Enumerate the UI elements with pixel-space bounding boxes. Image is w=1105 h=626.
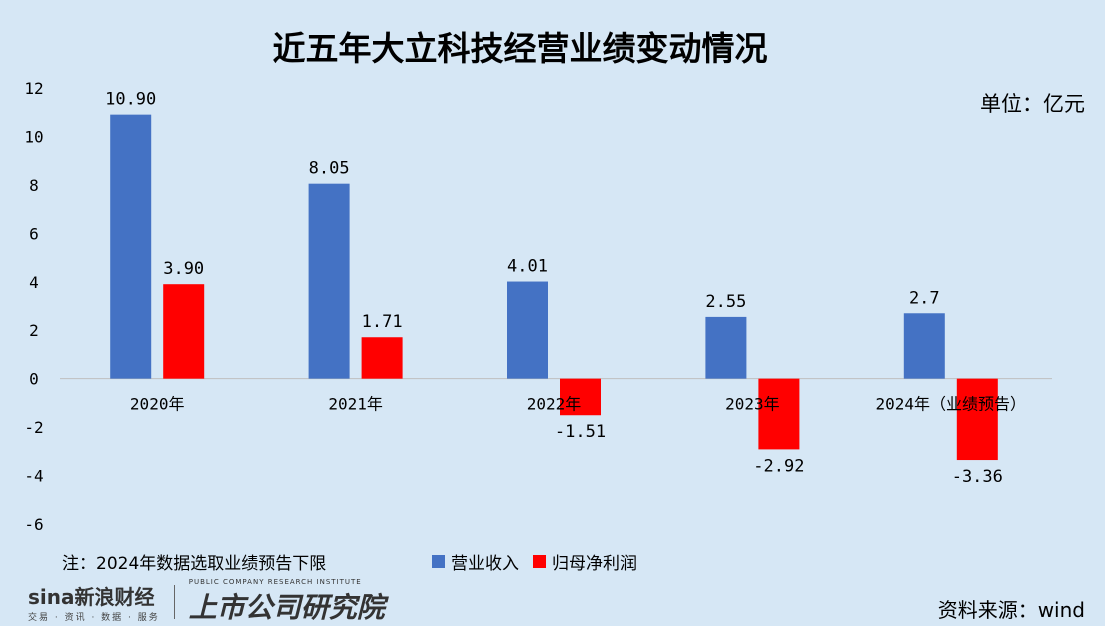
y-tick-label: -4: [24, 467, 43, 486]
y-tick-label: 2: [29, 321, 39, 340]
chart-title: 近五年大立科技经营业绩变动情况: [272, 29, 768, 68]
legend: 营业收入 归母净利润: [432, 549, 643, 574]
legend-swatch-revenue: [432, 555, 445, 568]
bar-revenue: [507, 281, 548, 379]
bar-revenue: [308, 183, 350, 379]
data-label-profit: -3.36: [952, 467, 1003, 487]
legend-label-revenue: 营业收入: [451, 554, 519, 574]
source-label: 资料来源：wind: [937, 598, 1085, 622]
data-label-revenue: 8.05: [309, 159, 350, 179]
sina-logo: sina新浪财经 交易 · 资讯 · 数据 · 服务: [28, 581, 160, 623]
y-tick-label: 4: [29, 273, 39, 292]
bar-revenue: [110, 114, 152, 379]
bar-revenue: [903, 313, 945, 379]
data-label-profit: 1.71: [362, 312, 403, 332]
legend-item-profit: 归母净利润: [533, 549, 637, 574]
x-tick-label: 2023年: [725, 395, 780, 414]
legend-swatch-profit: [533, 555, 546, 568]
publisher-logo: sina新浪财经 交易 · 资讯 · 数据 · 服务 PUBLIC COMPAN…: [28, 578, 385, 626]
data-label-revenue: 2.55: [705, 292, 746, 312]
y-tick-label: 6: [29, 224, 39, 243]
y-tick-label: 10: [24, 127, 43, 146]
x-tick-label: 2021年: [328, 395, 383, 414]
bar-profit: [956, 378, 998, 461]
x-tick-label: 2022年: [527, 395, 582, 414]
y-tick-label: -6: [24, 515, 43, 534]
data-label-profit: 3.90: [163, 259, 204, 279]
sina-sub: 交易 · 资讯 · 数据 · 服务: [28, 613, 160, 623]
x-tick-label: 2020年: [130, 395, 185, 414]
y-tick-label: 0: [29, 370, 39, 389]
data-label-profit: -2.92: [753, 456, 804, 476]
y-tick-label: 8: [29, 176, 39, 195]
institute-logo: PUBLIC COMPANY RESEARCH INSTITUTE 上市公司研究…: [189, 578, 385, 626]
footnote: 注：2024年数据选取业绩预告下限: [62, 554, 327, 574]
data-label-profit: -1.51: [555, 422, 606, 442]
data-label-revenue: 2.7: [909, 288, 940, 308]
data-label-revenue: 4.01: [507, 257, 548, 277]
unit-label: 单位：亿元: [980, 92, 1085, 116]
bar-profit: [361, 337, 403, 379]
bar-profit: [560, 378, 601, 416]
y-tick-label: -2: [24, 418, 43, 437]
institute-name: 上市公司研究院: [188, 591, 385, 624]
data-label-revenue: 10.90: [105, 90, 156, 110]
logo-divider: [173, 585, 175, 619]
bar-profit: [758, 378, 800, 450]
sina-brand: sina新浪财经: [28, 585, 155, 609]
legend-label-profit: 归母净利润: [552, 554, 637, 574]
x-tick-label: 2024年（业绩预告）: [876, 395, 1027, 414]
bar-revenue: [705, 316, 747, 379]
legend-item-revenue: 营业收入: [432, 549, 519, 574]
y-tick-label: 12: [24, 79, 43, 98]
bar-profit: [163, 284, 205, 379]
institute-sub: PUBLIC COMPANY RESEARCH INSTITUTE: [188, 578, 362, 586]
